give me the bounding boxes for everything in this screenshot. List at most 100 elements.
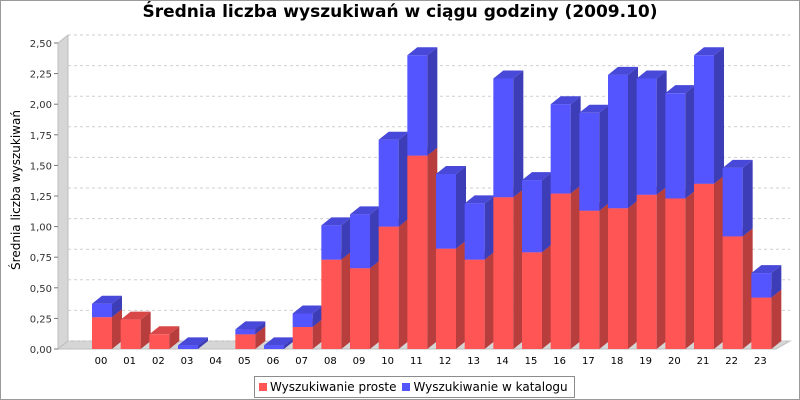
y-tick-label: 0,75 bbox=[30, 253, 52, 264]
bar-side bbox=[169, 326, 180, 349]
x-tick-label: 19 bbox=[639, 356, 652, 367]
bar-front bbox=[436, 173, 456, 249]
bar-front bbox=[665, 93, 686, 199]
bar-top bbox=[436, 165, 466, 174]
bar-segment-katalog-13 bbox=[464, 195, 495, 260]
bar-segment-proste-16 bbox=[550, 185, 581, 349]
bar-side bbox=[370, 260, 380, 349]
x-tick-label: 18 bbox=[611, 356, 624, 367]
bar-side bbox=[714, 175, 724, 349]
bar-segment-katalog-16 bbox=[550, 96, 581, 194]
bar-segment-katalog-22 bbox=[722, 159, 753, 237]
bar-segment-proste-02 bbox=[149, 326, 180, 349]
bar-segment-katalog-23 bbox=[751, 265, 782, 298]
bar-side bbox=[370, 206, 380, 269]
bar-front bbox=[149, 334, 170, 349]
bar-side bbox=[456, 165, 466, 249]
bar-front bbox=[120, 319, 141, 349]
bar-front bbox=[436, 248, 456, 349]
bar-front bbox=[292, 313, 313, 327]
bar-front bbox=[92, 317, 112, 349]
bar-segment-proste-18 bbox=[608, 200, 638, 349]
bar-side bbox=[599, 202, 610, 349]
bar-segment-katalog-14 bbox=[493, 70, 524, 198]
bar-segment-proste-01 bbox=[120, 311, 151, 349]
bar-segment-proste-12 bbox=[436, 240, 466, 349]
bar-top bbox=[350, 206, 380, 215]
bar-segment-proste-10 bbox=[378, 218, 409, 349]
x-tick-label: 09 bbox=[353, 356, 366, 367]
bar-top bbox=[522, 172, 552, 181]
bar-front bbox=[722, 236, 743, 349]
bar-segment-katalog-18 bbox=[608, 66, 638, 209]
bar-segment-katalog-07 bbox=[292, 305, 323, 327]
bar-front bbox=[407, 155, 428, 349]
bar-top bbox=[608, 66, 638, 75]
x-tick-label: 00 bbox=[95, 356, 108, 367]
bar-segment-katalog-08 bbox=[321, 217, 352, 260]
x-tick-label: 12 bbox=[439, 356, 452, 367]
bar-front bbox=[493, 197, 514, 349]
bar-side bbox=[570, 185, 581, 349]
bar-side bbox=[771, 265, 782, 298]
x-tick-label: 13 bbox=[467, 356, 480, 367]
bar-front bbox=[178, 345, 198, 349]
bar-top bbox=[464, 195, 495, 204]
x-tick-label: 20 bbox=[668, 356, 681, 367]
bar-side bbox=[427, 47, 438, 156]
bar-top bbox=[149, 326, 180, 335]
bars bbox=[92, 47, 782, 349]
bar-front bbox=[292, 326, 313, 349]
bar-segment-katalog-09 bbox=[350, 206, 380, 269]
x-tick-label: 03 bbox=[181, 356, 194, 367]
bar-top bbox=[493, 70, 524, 79]
bar-side bbox=[570, 96, 581, 194]
legend-swatch-red bbox=[259, 383, 267, 391]
bar-side bbox=[771, 289, 782, 349]
y-tick-label: 1,25 bbox=[30, 192, 52, 203]
bar-segment-katalog-06 bbox=[264, 337, 294, 349]
y-tick-label: 1,00 bbox=[30, 223, 52, 234]
bar-top bbox=[579, 104, 610, 113]
bar-segment-proste-14 bbox=[493, 189, 524, 349]
x-tick-label: 17 bbox=[582, 356, 595, 367]
x-tick-label: 11 bbox=[410, 356, 423, 367]
bar-front bbox=[264, 345, 284, 349]
bar-side bbox=[312, 318, 323, 349]
bar-segment-proste-08 bbox=[321, 251, 352, 349]
bar-front bbox=[550, 104, 571, 194]
bar-front bbox=[522, 180, 542, 253]
y-tick-label: 0,50 bbox=[30, 284, 52, 295]
bar-segment-katalog-19 bbox=[636, 70, 667, 195]
x-tick-label: 15 bbox=[525, 356, 538, 367]
bar-segment-proste-20 bbox=[665, 190, 696, 349]
bar-top bbox=[178, 337, 208, 346]
bar-segment-proste-23 bbox=[751, 289, 782, 349]
bar-top bbox=[378, 131, 409, 140]
bar-side bbox=[398, 218, 409, 349]
chart-title: Średnia liczba wyszukiwań w ciągu godzin… bbox=[142, 2, 658, 22]
bar-front bbox=[636, 78, 657, 195]
legend: Wyszukiwanie proste Wyszukiwanie w katal… bbox=[254, 376, 575, 398]
bar-front bbox=[350, 268, 370, 349]
bar-top bbox=[636, 70, 667, 79]
bar-side bbox=[656, 186, 667, 349]
bar-side bbox=[341, 217, 352, 260]
bar-front bbox=[550, 193, 571, 349]
bar-front bbox=[92, 303, 112, 318]
bar-side bbox=[542, 172, 552, 253]
x-tick-label: 14 bbox=[496, 356, 509, 367]
bar-top bbox=[120, 311, 151, 320]
bar-side bbox=[513, 70, 524, 198]
bar-front bbox=[321, 259, 342, 349]
bar-side bbox=[456, 240, 466, 349]
x-tick-label: 23 bbox=[754, 356, 767, 367]
y-tick-label: 2,25 bbox=[30, 70, 52, 81]
bar-front bbox=[608, 74, 628, 209]
bar-side bbox=[284, 337, 294, 349]
left-wall bbox=[57, 33, 69, 351]
bar-side bbox=[140, 311, 151, 349]
bar-segment-katalog-03 bbox=[178, 337, 208, 349]
legend-label: Wyszukiwanie proste bbox=[270, 380, 397, 394]
